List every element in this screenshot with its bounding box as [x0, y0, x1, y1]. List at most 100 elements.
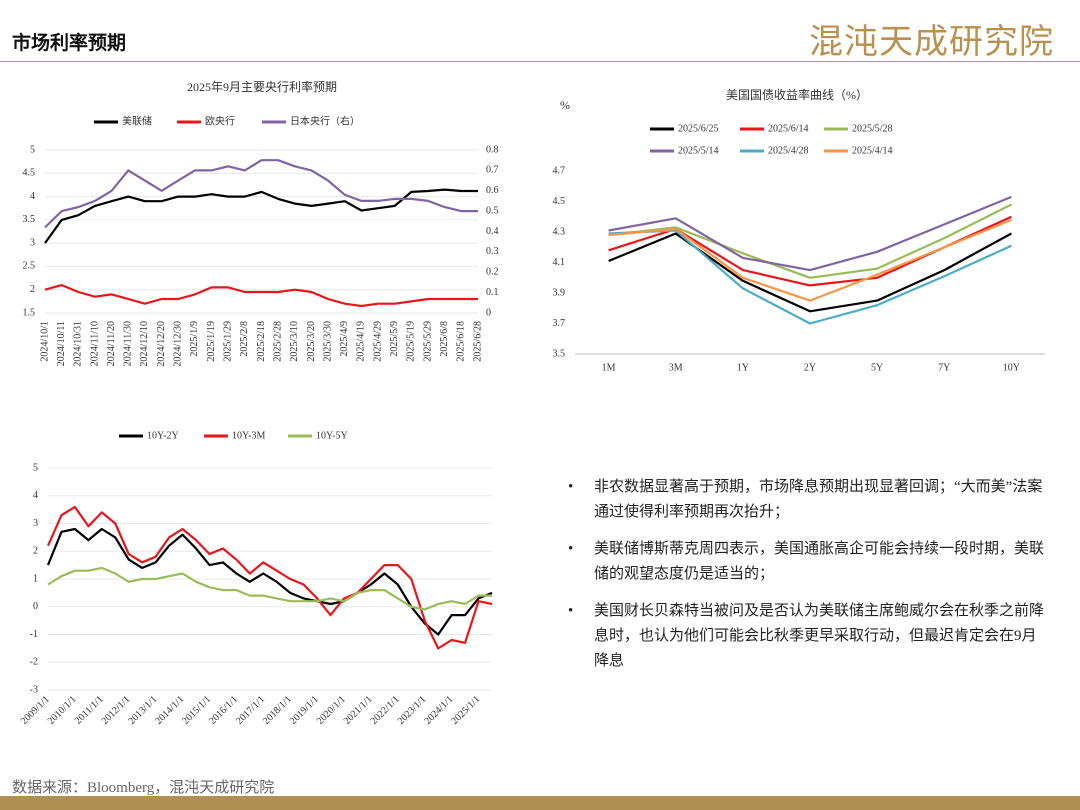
legend-label: 2025/6/14 — [768, 123, 809, 134]
x-tick-label: 2010/1/1 — [46, 694, 79, 727]
footer-band — [0, 796, 1080, 810]
x-tick-label: 2025/6/8 — [439, 321, 450, 357]
x-tick-label: 2024/12/10 — [139, 321, 150, 367]
x-tick-label: 2025/3/30 — [322, 321, 333, 362]
chart-title: 美国国债收益率曲线（%） — [726, 87, 868, 102]
x-tick-label: 2021/1/1 — [342, 694, 375, 727]
x-tick-label: 1M — [602, 362, 616, 373]
bullet-list: 非农数据显著高于预期，市场降息预期出现显著回调；“大而美”法案通过使得利率预期再… — [568, 475, 1048, 686]
legend-label: 2025/5/28 — [852, 123, 893, 134]
series-line — [608, 195, 1012, 272]
x-tick-label: 2024/11/30 — [123, 321, 134, 366]
x-tick-label: 1Y — [737, 362, 749, 373]
x-tick-label: 2025/3/10 — [289, 321, 300, 362]
y-tick-label: 3.5 — [23, 214, 36, 225]
charts: 2025年9月主要央行利率预期 1.5 2 2.5 3 3.5 4 4.5 5 0 0.1 0.2 0.… — [19, 79, 1045, 727]
y-tick-label: 4.5 — [23, 168, 36, 179]
legend-label: 2025/6/25 — [678, 123, 719, 134]
y-tick-label: 4 — [30, 191, 35, 202]
source-note: 数据来源：Bloomberg，混沌天成研究院 — [12, 780, 275, 796]
x-tick-label: 2024/10/11 — [56, 321, 67, 366]
page-title: 市场利率预期 — [12, 32, 127, 54]
x-tick-label: 2018/1/1 — [261, 694, 294, 727]
y-tick-label: 4 — [33, 490, 38, 501]
y-tick-label: 3.7 — [553, 318, 566, 329]
chart-title: 2025年9月主要央行利率预期 — [187, 79, 337, 94]
x-tick-label: 2020/1/1 — [315, 694, 348, 727]
series-line — [47, 566, 492, 611]
y-tick-label: 3.5 — [553, 348, 566, 359]
y-tick-label: 2 — [33, 546, 38, 557]
x-tick-label: 2025/2/18 — [256, 321, 267, 362]
series-line — [44, 159, 478, 229]
x-tick-label: 2012/1/1 — [100, 694, 133, 727]
x-tick-label: 2015/1/1 — [180, 694, 213, 727]
y-tick-label: 1 — [33, 573, 38, 584]
y-tick-label: -1 — [30, 629, 38, 640]
x-tick-label: 2025/5/9 — [389, 321, 400, 357]
x-tick-label: 2019/1/1 — [288, 694, 321, 727]
y2-tick-label: 0.5 — [486, 205, 499, 216]
x-tick-label: 2025/6/28 — [472, 321, 483, 362]
y2-tick-label: 0.3 — [486, 246, 499, 257]
series-line — [608, 229, 1012, 325]
y2-tick-label: 0.6 — [486, 185, 499, 196]
x-tick-label: 3M — [669, 362, 683, 373]
legend-label: 2025/5/14 — [678, 145, 719, 156]
x-tick-label: 2022/1/1 — [369, 694, 402, 727]
y-tick-label: 3 — [33, 518, 38, 529]
series-line — [608, 232, 1012, 313]
y-tick-label: -2 — [30, 657, 38, 668]
x-tick-label: 2017/1/1 — [234, 694, 267, 727]
x-tick-label: 2025/5/19 — [406, 321, 417, 362]
y2-tick-label: 0.4 — [486, 226, 499, 237]
y2-tick-label: 0 — [486, 307, 491, 318]
y-tick-label: 2 — [30, 284, 35, 295]
legend-label: 10Y-2Y — [147, 430, 179, 441]
y2-tick-label: 0.1 — [486, 287, 499, 298]
series-line — [608, 215, 1012, 287]
x-tick-label: 2025/3/20 — [306, 321, 317, 362]
x-tick-label: 2025/1/29 — [222, 321, 233, 362]
y2-tick-label: 0.8 — [486, 144, 499, 155]
x-tick-label: 2024/11/10 — [89, 321, 100, 366]
x-tick-label: 2Y — [804, 362, 816, 373]
y-tick-label: 2.5 — [23, 261, 36, 272]
y-tick-label: 3.9 — [553, 287, 566, 298]
x-tick-label: 2024/10/1 — [39, 321, 50, 362]
legend-label: 欧央行 — [205, 114, 235, 127]
y-tick-label: 5 — [30, 144, 35, 155]
y-tick-label: 3 — [30, 237, 35, 248]
series-line — [44, 284, 478, 308]
x-tick-label: 2016/1/1 — [207, 694, 240, 727]
x-tick-label: 2024/10/31 — [73, 321, 84, 367]
series-line — [608, 218, 1012, 302]
x-tick-label: 10Y — [1003, 362, 1020, 373]
legend-label: 日本央行（右） — [290, 114, 360, 127]
header-rule — [0, 61, 1080, 62]
x-tick-label: 2024/11/20 — [106, 321, 117, 366]
x-tick-label: 2011/1/1 — [73, 694, 106, 727]
x-tick-label: 2025/5/29 — [422, 321, 433, 362]
x-tick-label: 2009/1/1 — [19, 694, 52, 727]
legend-label: 2025/4/28 — [768, 145, 809, 156]
y-tick-label: -3 — [30, 684, 38, 695]
x-tick-label: 2025/6/18 — [456, 321, 467, 362]
x-tick-label: 2023/1/1 — [396, 694, 429, 727]
series-line — [608, 203, 1012, 279]
x-tick-label: 2025/1/19 — [206, 321, 217, 362]
x-tick-label: 2013/1/1 — [126, 694, 159, 727]
x-tick-label: 5Y — [871, 362, 883, 373]
x-tick-label: 2025/4/19 — [356, 321, 367, 362]
legend-label: 2025/4/14 — [852, 145, 893, 156]
x-tick-label: 2025/2/8 — [239, 321, 250, 357]
legend-label: 10Y-3M — [232, 430, 265, 441]
y-tick-label: 1.5 — [23, 307, 36, 318]
series-line — [46, 527, 493, 636]
x-tick-label: 7Y — [938, 362, 950, 373]
y-tick-label: 4.3 — [553, 226, 566, 237]
legend-label: 美联储 — [122, 114, 152, 127]
x-tick-label: 2014/1/1 — [153, 694, 186, 727]
legend-label: 10Y-5Y — [316, 430, 348, 441]
